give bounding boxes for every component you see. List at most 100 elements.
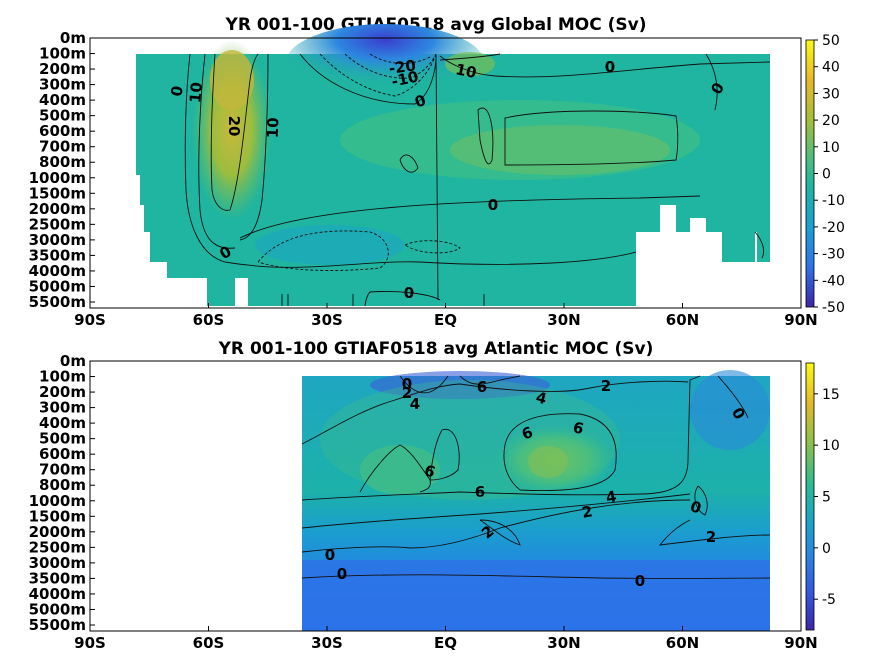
global-moc-x-ticks: 90S 60S 30S EQ 30N 60N 90N (74, 303, 818, 329)
x-tick-label: 60N (666, 634, 699, 652)
y-tick-label: 5500m (29, 616, 86, 634)
contour-label: 0 (325, 546, 335, 564)
y-tick-label: 600m (39, 122, 86, 140)
contour-label: 0 (402, 375, 412, 393)
y-tick-label: 2000m (29, 523, 86, 541)
contour-label: 6 (475, 483, 485, 501)
y-tick-label: 0m (60, 29, 86, 47)
y-tick-label: 2500m (29, 538, 86, 556)
atlantic-moc-contours (301, 375, 771, 579)
y-tick-label: 0m (60, 352, 86, 370)
x-tick-label: EQ (434, 311, 457, 329)
x-tick-label: 90S (74, 311, 106, 329)
contour-label: 10 (186, 81, 206, 103)
contour-label: 2 (706, 528, 716, 546)
x-tick-label: 30N (547, 311, 580, 329)
y-tick-label: 3500m (29, 246, 86, 264)
contour-label: 0 (167, 84, 187, 97)
colorbar-tick-label: -20 (822, 220, 845, 236)
contour-label: 4 (410, 395, 420, 413)
y-tick-label: 3000m (29, 554, 86, 572)
x-tick-label: 60S (193, 311, 225, 329)
x-tick-label: 90N (784, 634, 817, 652)
atlantic-moc-y-ticks: 0m100m200m300m400m500m600m700m800m1000m1… (29, 352, 95, 634)
y-tick-label: 5500m (29, 293, 86, 311)
y-tick-label: 700m (39, 138, 86, 156)
global-moc-panel: YR 001-100 GTIAF0518 avg Global MOC (Sv) (29, 15, 845, 329)
y-tick-label: 700m (39, 461, 86, 479)
x-tick-label: 30S (311, 634, 343, 652)
x-tick-label: 90S (74, 634, 106, 652)
colorbar-tick-label: -5 (822, 592, 836, 608)
colorbar-tick-label: 0 (822, 541, 831, 557)
global-moc-contours (184, 53, 771, 307)
y-tick-label: 1000m (29, 492, 86, 510)
atlantic-moc-field (302, 370, 770, 631)
global-moc-title: YR 001-100 GTIAF0518 avg Global MOC (Sv) (225, 15, 647, 35)
contour-label: 2 (402, 384, 412, 402)
atlantic-moc-panel: YR 001-100 GTIAF0518 avg Atlantic MOC (S… (29, 339, 840, 652)
y-tick-label: 300m (39, 399, 86, 417)
x-tick-label: EQ (434, 634, 457, 652)
global-moc-colorbar-ticks: 50 40 30 20 10 0 -10 -20 -30 -40 -50 (814, 33, 845, 316)
atlantic-moc-colorbar (805, 362, 815, 631)
y-tick-label: 800m (39, 153, 86, 171)
contour-label: 20 (225, 116, 243, 137)
contour-label: 10 (264, 117, 283, 138)
contour-label: -10 (390, 67, 420, 90)
y-tick-label: 1000m (29, 169, 86, 187)
atlantic-moc-x-ticks: 90S 60S 30S EQ 30N 60N 90N (74, 626, 818, 652)
colorbar-tick-label: 10 (822, 438, 840, 454)
y-tick-label: 300m (39, 76, 86, 94)
contour-label: 0 (337, 565, 347, 583)
y-tick-label: 5000m (29, 600, 86, 618)
contour-label: 0 (488, 196, 498, 214)
y-tick-label: 400m (39, 91, 86, 109)
colorbar-tick-label: 30 (822, 86, 840, 102)
y-tick-label: 600m (39, 445, 86, 463)
colorbar-tick-label: -10 (822, 193, 845, 209)
atlantic-moc-colorbar-ticks: 15 10 5 0 -5 (814, 387, 840, 608)
colorbar-tick-label: 5 (822, 490, 831, 506)
y-tick-label: 200m (39, 60, 86, 78)
contour-label: 6 (571, 418, 586, 438)
contour-label: 4 (604, 487, 617, 507)
y-tick-label: 500m (39, 430, 86, 448)
global-moc-contour-labels: 0 10 20 10 -20 -10 10 0 0 0 0 0 0 (167, 56, 728, 302)
contour-label: 2 (601, 377, 611, 395)
colorbar-tick-label: -40 (822, 273, 845, 289)
y-tick-label: 2500m (29, 215, 86, 233)
contour-label: 0 (605, 58, 615, 76)
global-moc-y-ticks: 0m100m200m300m400m500m600m700m800m1000m1… (29, 29, 95, 311)
contour-label: -20 (388, 56, 417, 78)
contour-label: 0 (404, 284, 414, 302)
global-moc-field (136, 24, 770, 306)
y-tick-label: 5000m (29, 277, 86, 295)
colorbar-tick-label: 10 (822, 140, 840, 156)
y-tick-label: 1500m (29, 184, 86, 202)
atlantic-moc-title: YR 001-100 GTIAF0518 avg Atlantic MOC (S… (218, 339, 654, 359)
contour-label: 0 (635, 572, 645, 590)
colorbar-tick-label: -50 (822, 300, 845, 316)
contour-label: 6 (477, 378, 487, 396)
y-tick-label: 800m (39, 476, 86, 494)
contour-label: 10 (454, 60, 478, 82)
y-tick-label: 1500m (29, 507, 86, 525)
x-tick-label: 30S (311, 311, 343, 329)
x-tick-label: 90N (784, 311, 817, 329)
y-tick-label: 100m (39, 45, 86, 63)
y-tick-label: 3000m (29, 231, 86, 249)
y-tick-label: 4000m (29, 585, 86, 603)
colorbar-tick-label: 20 (822, 113, 840, 129)
y-tick-label: 2000m (29, 200, 86, 218)
colorbar-tick-label: 15 (822, 387, 840, 403)
y-tick-label: 200m (39, 383, 86, 401)
colorbar-tick-label: -30 (822, 247, 845, 263)
y-tick-label: 4000m (29, 262, 86, 280)
x-tick-label: 60N (666, 311, 699, 329)
contour-label: 2 (580, 502, 593, 522)
x-tick-label: 30N (547, 634, 580, 652)
colorbar-tick-label: 50 (822, 33, 840, 49)
y-tick-label: 100m (39, 368, 86, 386)
